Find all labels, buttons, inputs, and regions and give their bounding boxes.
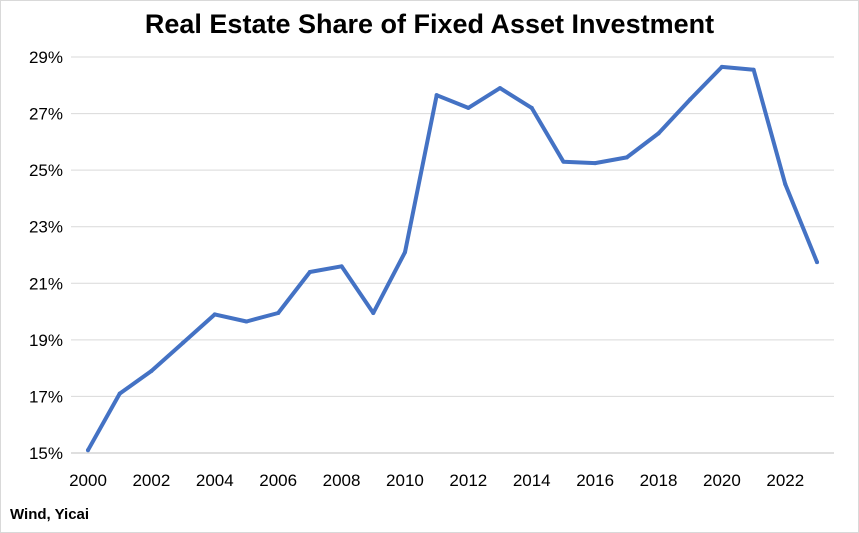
data-point bbox=[307, 269, 312, 274]
data-point bbox=[371, 310, 376, 315]
y-tick-label: 27% bbox=[29, 105, 63, 124]
data-point bbox=[719, 64, 724, 69]
data-point bbox=[117, 391, 122, 396]
data-point bbox=[244, 319, 249, 324]
data-point bbox=[402, 250, 407, 255]
data-point bbox=[561, 159, 566, 164]
x-tick-label: 2000 bbox=[69, 471, 107, 490]
data-point bbox=[815, 260, 819, 265]
y-tick-label: 23% bbox=[29, 218, 63, 237]
x-tick-label: 2014 bbox=[513, 471, 551, 490]
data-point bbox=[181, 340, 186, 345]
data-point bbox=[688, 97, 693, 102]
x-tick-label: 2004 bbox=[196, 471, 234, 490]
data-point bbox=[498, 86, 503, 91]
data-point bbox=[339, 264, 344, 269]
y-tick-label: 19% bbox=[29, 331, 63, 350]
data-point bbox=[656, 131, 661, 136]
data-point bbox=[593, 161, 598, 166]
x-tick-label: 2022 bbox=[766, 471, 804, 490]
data-point bbox=[783, 182, 788, 187]
series-line bbox=[86, 64, 819, 453]
data-point bbox=[434, 93, 439, 98]
x-tick-label: 2006 bbox=[259, 471, 297, 490]
x-tick-label: 2020 bbox=[703, 471, 741, 490]
data-point bbox=[466, 105, 471, 110]
data-point bbox=[212, 312, 217, 317]
y-tick-label: 15% bbox=[29, 444, 63, 463]
x-tick-label: 2002 bbox=[132, 471, 170, 490]
data-point bbox=[276, 310, 281, 315]
y-tick-label: 29% bbox=[29, 48, 63, 67]
source-note: Wind, Yicai bbox=[10, 506, 90, 523]
x-tick-label: 2010 bbox=[386, 471, 424, 490]
x-tick-label: 2018 bbox=[640, 471, 678, 490]
data-point bbox=[529, 105, 534, 110]
data-point bbox=[624, 155, 629, 160]
y-tick-label: 21% bbox=[29, 274, 63, 293]
x-tick-label: 2016 bbox=[576, 471, 614, 490]
data-point bbox=[751, 67, 756, 72]
y-tick-label: 17% bbox=[29, 387, 63, 406]
x-tick-label: 2008 bbox=[323, 471, 361, 490]
y-tick-label: 25% bbox=[29, 161, 63, 180]
chart-title: Real Estate Share of Fixed Asset Investm… bbox=[144, 9, 715, 39]
x-tick-label: 2012 bbox=[449, 471, 487, 490]
data-point bbox=[86, 448, 90, 453]
data-point bbox=[149, 368, 154, 373]
